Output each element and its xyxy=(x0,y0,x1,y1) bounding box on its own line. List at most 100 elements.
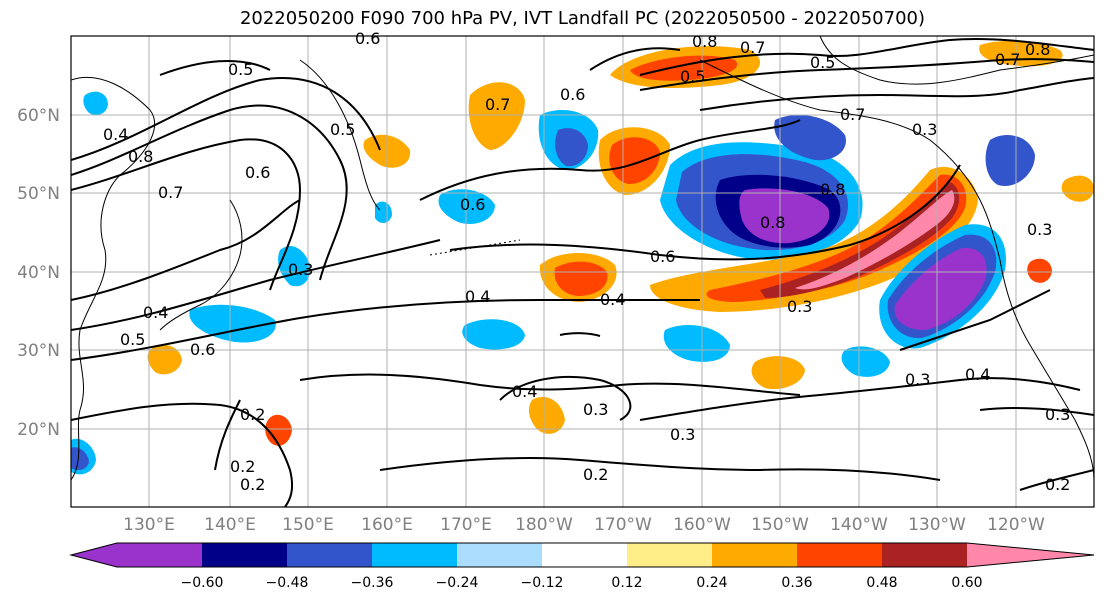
contour-line xyxy=(699,77,1094,111)
neg-anomaly-okhotsk-small xyxy=(375,201,392,224)
contour-label: 0.3 xyxy=(288,260,313,279)
contour-label: 0.5 xyxy=(228,60,253,79)
graticule xyxy=(71,36,1094,507)
contour-label: 0.6 xyxy=(460,195,485,214)
contour-label: 0.6 xyxy=(245,163,270,182)
colorbar-segment xyxy=(457,543,542,567)
lat-label: 20°N xyxy=(17,420,60,440)
contour-line xyxy=(449,164,961,261)
pos-anomaly-sw-pacific xyxy=(751,356,805,390)
contour-line xyxy=(899,289,1051,351)
contour-line xyxy=(71,402,294,507)
coast-north-america xyxy=(979,199,1094,481)
coast-japan xyxy=(159,199,243,331)
colorbar-tick-label: −0.48 xyxy=(266,575,309,591)
contour-label: 0.7 xyxy=(840,105,865,124)
pos-anomaly-subtropics xyxy=(528,396,565,434)
contour-label: 0.5 xyxy=(810,53,835,72)
colorbar-outline xyxy=(69,542,1095,568)
lon-label: 150°E xyxy=(282,515,334,535)
neg-anomaly-aleutians-east xyxy=(774,115,846,161)
neg-anomaly-gulf-core xyxy=(739,188,830,244)
contour-label: 0.2 xyxy=(230,457,255,476)
colorbar-tick-label: 0.36 xyxy=(781,575,812,591)
contour-label: 0.8 xyxy=(128,147,153,166)
contour-label: 0.5 xyxy=(120,330,145,349)
coast-asia xyxy=(71,76,156,481)
colorbar-segment xyxy=(117,543,202,567)
contour-line xyxy=(559,332,601,337)
contour-line xyxy=(214,399,241,471)
contour-line xyxy=(979,406,1094,416)
contour-labels: 0.6 0.5 0.4 0.8 0.7 0.6 0.5 0.4 0.3 0.7 … xyxy=(103,29,1070,494)
lat-label: 60°N xyxy=(17,106,60,126)
contour-line xyxy=(71,298,700,361)
lon-label: 170°E xyxy=(440,515,492,535)
colorbar-extend-max xyxy=(967,543,1094,567)
colorbar-segment xyxy=(202,543,287,567)
neg-anomaly-mid-pacific xyxy=(462,319,525,350)
neg-anomaly-subtropics-east xyxy=(841,346,890,377)
contour-label: 0.4 xyxy=(600,290,625,309)
contour-line xyxy=(589,47,681,71)
contour-label: 0.8 xyxy=(692,32,717,51)
contour-line xyxy=(419,119,801,201)
contour-line xyxy=(299,373,801,396)
colorbar-tick-label: 0.60 xyxy=(951,575,982,591)
contour-line xyxy=(159,60,271,76)
longitude-labels: 130°E 140°E 150°E 160°E 170°E 180°W 170°… xyxy=(123,515,1045,535)
contour-line xyxy=(379,457,941,481)
colorbar-tick-label: −0.24 xyxy=(436,575,479,591)
colorbar-tick-label: −0.60 xyxy=(181,575,224,591)
contour-label: 0.4 xyxy=(103,125,128,144)
lon-label: 130°W xyxy=(908,515,966,535)
neg-anomaly-north-pacific xyxy=(438,189,495,225)
pos-anomaly-ar-core xyxy=(795,190,955,290)
contour-label: 0.5 xyxy=(330,120,355,139)
colorbar-segment xyxy=(712,543,797,567)
contour-label: 0.2 xyxy=(583,465,608,484)
contour-label: 0.6 xyxy=(355,29,380,48)
pos-anomaly-bering-north-core xyxy=(630,55,738,81)
contour-label: 0.3 xyxy=(583,400,608,419)
contour-label: 0.7 xyxy=(485,95,510,114)
contour-label: 0.3 xyxy=(787,297,812,316)
colorbar-segment xyxy=(542,543,627,567)
contour-label: 0.3 xyxy=(670,425,695,444)
neg-anomaly-japan-south xyxy=(189,304,276,343)
lon-label: 180°W xyxy=(515,515,573,535)
contour-label: 0.6 xyxy=(560,85,585,104)
lon-label: 160°E xyxy=(361,515,413,535)
pos-anomaly-ar-outer xyxy=(650,166,978,312)
lon-label: 140°W xyxy=(830,515,888,535)
lon-label: 140°E xyxy=(204,515,256,535)
coast-alaska xyxy=(699,59,981,201)
map-frame xyxy=(70,35,1095,508)
contour-line xyxy=(639,58,1094,91)
contour-label: 0.2 xyxy=(1045,475,1070,494)
lon-label: 120°W xyxy=(987,515,1045,535)
contour-label: 0.7 xyxy=(740,38,765,57)
contour-label: 0.2 xyxy=(240,405,265,424)
lat-label: 50°N xyxy=(17,184,60,204)
neg-anomaly-central-east xyxy=(663,325,730,362)
contour-label: 0.2 xyxy=(240,475,265,494)
coastlines xyxy=(71,36,1094,481)
neg-anomaly-siberia xyxy=(83,91,108,116)
neg-anomaly-california-inner xyxy=(894,247,987,330)
contour-label: 0.4 xyxy=(143,303,168,322)
contour-label: 0.7 xyxy=(158,183,183,202)
coast-arctic xyxy=(819,36,1094,85)
colorbar-segment xyxy=(797,543,882,567)
contour-line xyxy=(499,375,632,421)
contour-label: 0.6 xyxy=(650,247,675,266)
colorbar-segment xyxy=(627,543,712,567)
contour-line xyxy=(71,138,302,291)
contour-label: 0.3 xyxy=(1045,405,1070,424)
neg-anomaly-canada-coast xyxy=(985,135,1035,186)
pos-anomaly-canada xyxy=(1027,258,1052,283)
lat-label: 40°N xyxy=(17,263,60,283)
neg-anomaly-west-edge-core xyxy=(71,447,89,470)
pos-anomaly-kamchatka xyxy=(468,82,525,150)
